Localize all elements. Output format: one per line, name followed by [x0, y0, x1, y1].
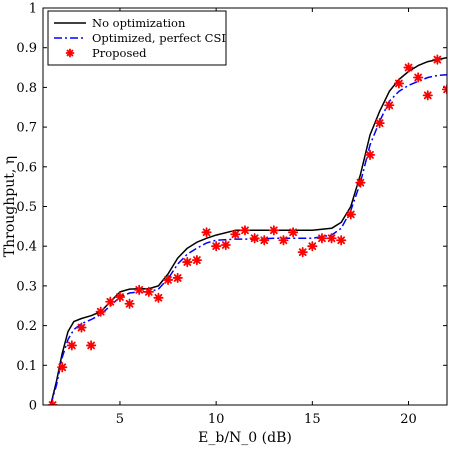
y-tick-label: 0.1 [16, 359, 37, 374]
proposed-point [143, 286, 154, 297]
y-tick-label: 0.5 [16, 200, 37, 215]
y-tick-label: 0.8 [16, 81, 37, 96]
proposed-point [393, 78, 405, 89]
optimized-line [49, 73, 447, 405]
proposed-point [316, 233, 328, 244]
proposed-point [172, 272, 183, 284]
proposed-point [85, 340, 97, 351]
y-tick-label: 0.6 [16, 160, 37, 175]
proposed-point [105, 296, 116, 307]
proposed-point [134, 284, 145, 295]
x-tick-label: 20 [400, 412, 417, 427]
x-axis-label: E_b/N_0 (dB) [198, 430, 292, 446]
y-tick-label: 0.2 [16, 319, 37, 334]
legend-label: Optimized, perfect CSI [92, 31, 226, 45]
x-tick-label: 15 [304, 412, 321, 427]
legend-marker-proposed [65, 48, 75, 58]
series-1 [49, 73, 447, 405]
series-2 [47, 54, 447, 405]
series-0 [49, 56, 447, 405]
proposed-point [201, 227, 212, 238]
proposed-point [374, 118, 385, 129]
proposed-point [76, 322, 87, 333]
proposed-point [364, 149, 376, 160]
proposed-point [211, 241, 222, 252]
proposed-point [162, 274, 174, 286]
proposed-point [153, 292, 164, 303]
no-optimization-line [49, 56, 447, 405]
proposed-point [307, 241, 318, 252]
proposed-point [326, 233, 337, 244]
x-tick-label: 5 [116, 412, 124, 427]
proposed-point [249, 233, 260, 244]
legend-label: Proposed [92, 46, 147, 60]
proposed-point [278, 235, 289, 246]
proposed-point [441, 84, 447, 95]
proposed-point [230, 229, 241, 240]
proposed-point [345, 209, 356, 220]
proposed-point [191, 254, 203, 266]
y-tick-label: 0.9 [16, 41, 37, 56]
proposed-point [259, 235, 270, 246]
y-tick-label: 1 [29, 2, 37, 17]
x-tick-label: 10 [208, 412, 225, 427]
proposed-point [124, 298, 135, 309]
proposed-point [287, 227, 299, 238]
axis-ticks: 00.10.20.30.40.50.60.70.80.915 10 15 20 [16, 2, 447, 427]
proposed-point [422, 90, 433, 101]
proposed-point [355, 177, 366, 188]
proposed-point [95, 306, 106, 317]
y-tick-label: 0.7 [16, 121, 37, 136]
proposed-point [384, 100, 395, 111]
series-layer [47, 54, 447, 405]
y-axis-label: Throughput, η [2, 156, 18, 257]
proposed-point [57, 362, 68, 373]
proposed-point [66, 340, 77, 351]
proposed-point [432, 54, 443, 65]
plot-frame [42, 7, 448, 406]
y-tick-label: 0.3 [16, 279, 37, 294]
legend-label: No optimization [92, 16, 186, 30]
proposed-point [220, 239, 231, 251]
y-tick-label: 0 [29, 399, 37, 414]
proposed-point [182, 256, 193, 268]
proposed-point [413, 72, 424, 83]
proposed-point [268, 225, 279, 236]
proposed-point [297, 247, 308, 258]
y-tick-label: 0.4 [16, 240, 37, 255]
proposed-point [403, 62, 414, 73]
proposed-point [239, 225, 251, 236]
proposed-point [336, 235, 347, 246]
proposed-point [114, 291, 126, 303]
